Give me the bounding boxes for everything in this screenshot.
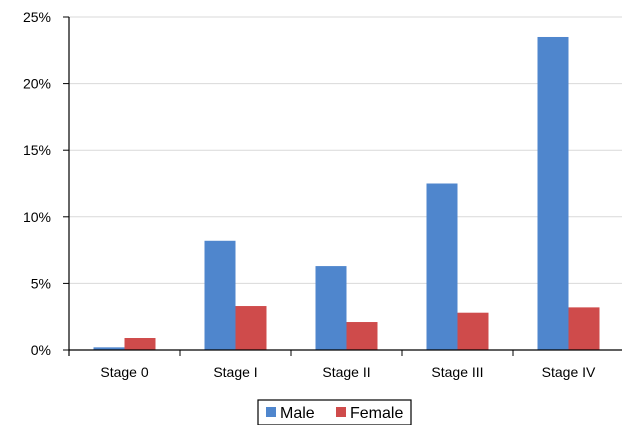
bar-male-stage-iii xyxy=(426,183,458,350)
gridlines xyxy=(69,16,622,284)
legend-swatch-male xyxy=(266,407,276,417)
bar-female-stage-iii xyxy=(457,312,489,350)
legend-swatch-female xyxy=(336,407,346,417)
y-tick-label: 20% xyxy=(23,76,51,92)
x-tick-label: Stage IV xyxy=(542,364,596,380)
bar-female-stage-i xyxy=(235,306,267,350)
bars xyxy=(93,36,600,350)
x-tick-label: Stage 0 xyxy=(100,364,148,380)
bar-male-stage-0 xyxy=(93,347,125,350)
y-tick-label: 25% xyxy=(23,9,51,25)
x-tick-label: Stage II xyxy=(322,364,370,380)
x-tick-label: Stage III xyxy=(431,364,483,380)
bar-male-stage-ii xyxy=(315,266,347,350)
x-tick-label: Stage I xyxy=(213,364,257,380)
bar-female-stage-0 xyxy=(124,338,156,350)
x-axis-tick-labels: Stage 0 Stage I Stage II Stage III Stage IV xyxy=(100,364,596,380)
bar-male-stage-iv xyxy=(537,36,569,350)
legend: Male Female xyxy=(257,399,412,425)
legend-label-female: Female xyxy=(350,405,403,422)
y-axis-tick-labels: 0% 5% 10% 15% 20% 25% xyxy=(23,9,51,358)
y-tick-label: 5% xyxy=(31,275,51,291)
legend-label-male: Male xyxy=(280,405,315,422)
legend-box xyxy=(257,399,412,425)
bar-female-stage-iv xyxy=(568,307,600,350)
axes xyxy=(63,16,622,356)
bar-male-stage-i xyxy=(204,240,236,350)
bar-female-stage-ii xyxy=(346,322,378,350)
y-tick-label: 0% xyxy=(31,342,51,358)
y-tick-label: 10% xyxy=(23,209,51,225)
y-tick-label: 15% xyxy=(23,142,51,158)
